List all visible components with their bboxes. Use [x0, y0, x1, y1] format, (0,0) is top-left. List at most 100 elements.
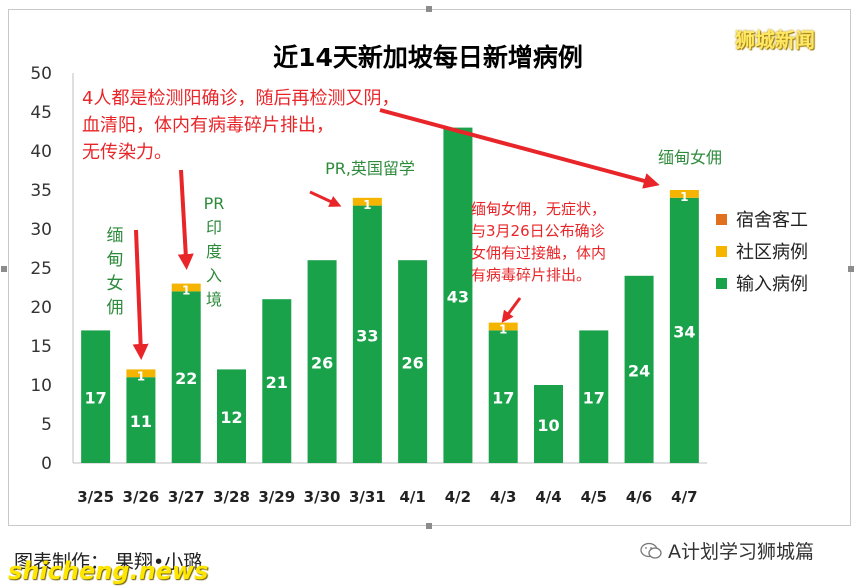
annotation-text-maid-0403: 缅甸女佣，无症状， — [471, 200, 606, 218]
data-label-input: 17 — [85, 389, 107, 408]
data-label-input: 34 — [673, 322, 695, 341]
x-tick-label: 4/3 — [490, 488, 516, 506]
bar-input-cases — [217, 369, 246, 463]
bar-input-cases — [488, 330, 518, 463]
x-tick-label: 3/25 — [77, 488, 114, 506]
annotation-text-serology: 血清阳，体内有病毒碎片排出， — [82, 115, 334, 136]
data-label-input: 24 — [628, 361, 650, 380]
legend: 宿舍客工 社区病例 输入病例 — [716, 203, 808, 299]
annotation-text-maid-0403: 有病毒碎片排出。 — [471, 266, 591, 284]
brand-logo-text: 狮城新闻 — [735, 28, 815, 52]
wechat-logo-icon — [640, 542, 662, 559]
data-label-input: 22 — [175, 369, 197, 388]
y-tick-label: 25 — [30, 259, 52, 279]
annotation-text-maid-0326: 甸 — [107, 250, 124, 270]
legend-item-community: 社区病例 — [716, 235, 808, 267]
data-label-input: 26 — [402, 354, 424, 373]
legend-swatch-dormitory — [716, 213, 727, 225]
x-tick-label: 3/26 — [123, 488, 160, 506]
resize-handle-bottom[interactable] — [426, 523, 432, 529]
arrow-to-0326 — [132, 229, 149, 360]
annotation-text-maid-0403: 与3月26日公布确诊 — [471, 222, 605, 240]
data-label-input: 12 — [220, 408, 242, 427]
bar-input-cases — [398, 260, 428, 463]
bar-input-cases — [669, 197, 699, 464]
bar-community-cases — [171, 283, 201, 292]
annotation-text-pr-india: 境 — [206, 290, 222, 309]
bar-community-cases — [669, 190, 699, 198]
annotation-text-maid-0326: 女 — [107, 274, 124, 294]
data-label-community: 1 — [363, 198, 371, 212]
data-label-community: 1 — [137, 369, 145, 383]
arrow-to-0407 — [379, 108, 660, 189]
chart-credit: 图表制作： 果翔•小璐 — [14, 551, 203, 573]
data-label-input: 43 — [447, 287, 469, 306]
bar-input-cases — [307, 260, 337, 463]
legend-item-dormitory: 宿舍客工 — [716, 203, 808, 235]
chart-title: 近14天新加坡每日新增病例 — [273, 43, 583, 72]
wechat-account: A计划学习狮城篇 — [640, 537, 814, 564]
legend-swatch-input — [716, 277, 727, 289]
x-tick-label: 4/7 — [671, 488, 697, 506]
data-label-input: 21 — [266, 373, 288, 392]
x-tick-label: 4/4 — [535, 488, 561, 506]
x-tick-label: 4/2 — [445, 488, 471, 506]
annotation-text-pr-india: 度 — [206, 242, 222, 261]
y-tick-label: 20 — [30, 298, 52, 318]
bar-input-cases — [443, 127, 473, 463]
annotation-text-maid-0326: 缅 — [107, 226, 124, 246]
annotation-text-pr-india: 入 — [206, 266, 222, 285]
y-tick-label: 15 — [30, 337, 52, 357]
bar-input-cases — [579, 330, 609, 463]
legend-item-input: 输入病例 — [716, 267, 808, 299]
data-label-input: 11 — [130, 412, 152, 431]
annotation-text-pr-india: 印 — [206, 218, 222, 237]
bar-community-cases — [488, 322, 518, 331]
annotation-text-maid-0403: 女佣有过接触，体内 — [471, 244, 606, 262]
bar-community-cases — [352, 197, 382, 206]
resize-handle-top[interactable] — [426, 6, 432, 12]
x-tick-label: 3/29 — [258, 488, 295, 506]
annotation-text-maid-0407: 缅甸女佣 — [658, 148, 722, 167]
annotation-text-pr-india: PR — [204, 194, 225, 213]
bar-input-cases — [81, 330, 111, 463]
y-tick-label: 10 — [30, 376, 52, 396]
data-label-community: 1 — [499, 323, 507, 337]
y-tick-label: 50 — [30, 64, 52, 84]
data-label-input: 33 — [356, 326, 378, 345]
x-tick-label: 4/5 — [581, 488, 607, 506]
data-label-community: 1 — [680, 190, 688, 204]
legend-label-input: 输入病例 — [736, 274, 808, 295]
x-tick-label: 3/30 — [304, 488, 341, 506]
bar-input-cases — [624, 275, 654, 463]
x-tick-label: 3/28 — [213, 488, 250, 506]
bar-input-cases — [534, 385, 563, 463]
y-tick-label: 40 — [30, 142, 52, 162]
annotation-text-pr-uk: PR,英国留学 — [325, 159, 415, 178]
annotation-text-maid-0326: 佣 — [107, 298, 124, 318]
legend-label-dormitory: 宿舍客工 — [736, 210, 808, 231]
watermark-text: shicheng.news — [8, 557, 209, 585]
x-tick-label: 4/1 — [399, 488, 425, 506]
annotation-text-serology: 4人都是检测阳确诊，随后再检测又阴， — [82, 88, 399, 109]
x-tick-label: 4/6 — [626, 488, 652, 506]
bar-input-cases — [352, 205, 382, 463]
y-tick-label: 0 — [41, 454, 52, 474]
bar-input-cases — [171, 291, 201, 463]
arrow-to-0331 — [309, 190, 342, 207]
y-tick-label: 30 — [30, 220, 52, 240]
legend-swatch-community — [716, 245, 727, 257]
resize-handle-left[interactable] — [1, 266, 7, 272]
resize-handle-right[interactable] — [848, 266, 854, 272]
data-label-community: 1 — [182, 284, 190, 298]
arrow-to-0327 — [177, 169, 194, 270]
y-tick-label: 45 — [30, 103, 52, 123]
bar-community-cases — [126, 369, 156, 378]
data-label-input: 26 — [311, 354, 333, 373]
x-tick-label: 3/27 — [168, 488, 205, 506]
y-tick-label: 5 — [41, 415, 52, 435]
x-tick-label: 3/31 — [349, 488, 386, 506]
wechat-account-name: A计划学习狮城篇 — [668, 541, 814, 563]
data-label-input: 10 — [537, 416, 559, 435]
data-label-input: 17 — [492, 389, 514, 408]
